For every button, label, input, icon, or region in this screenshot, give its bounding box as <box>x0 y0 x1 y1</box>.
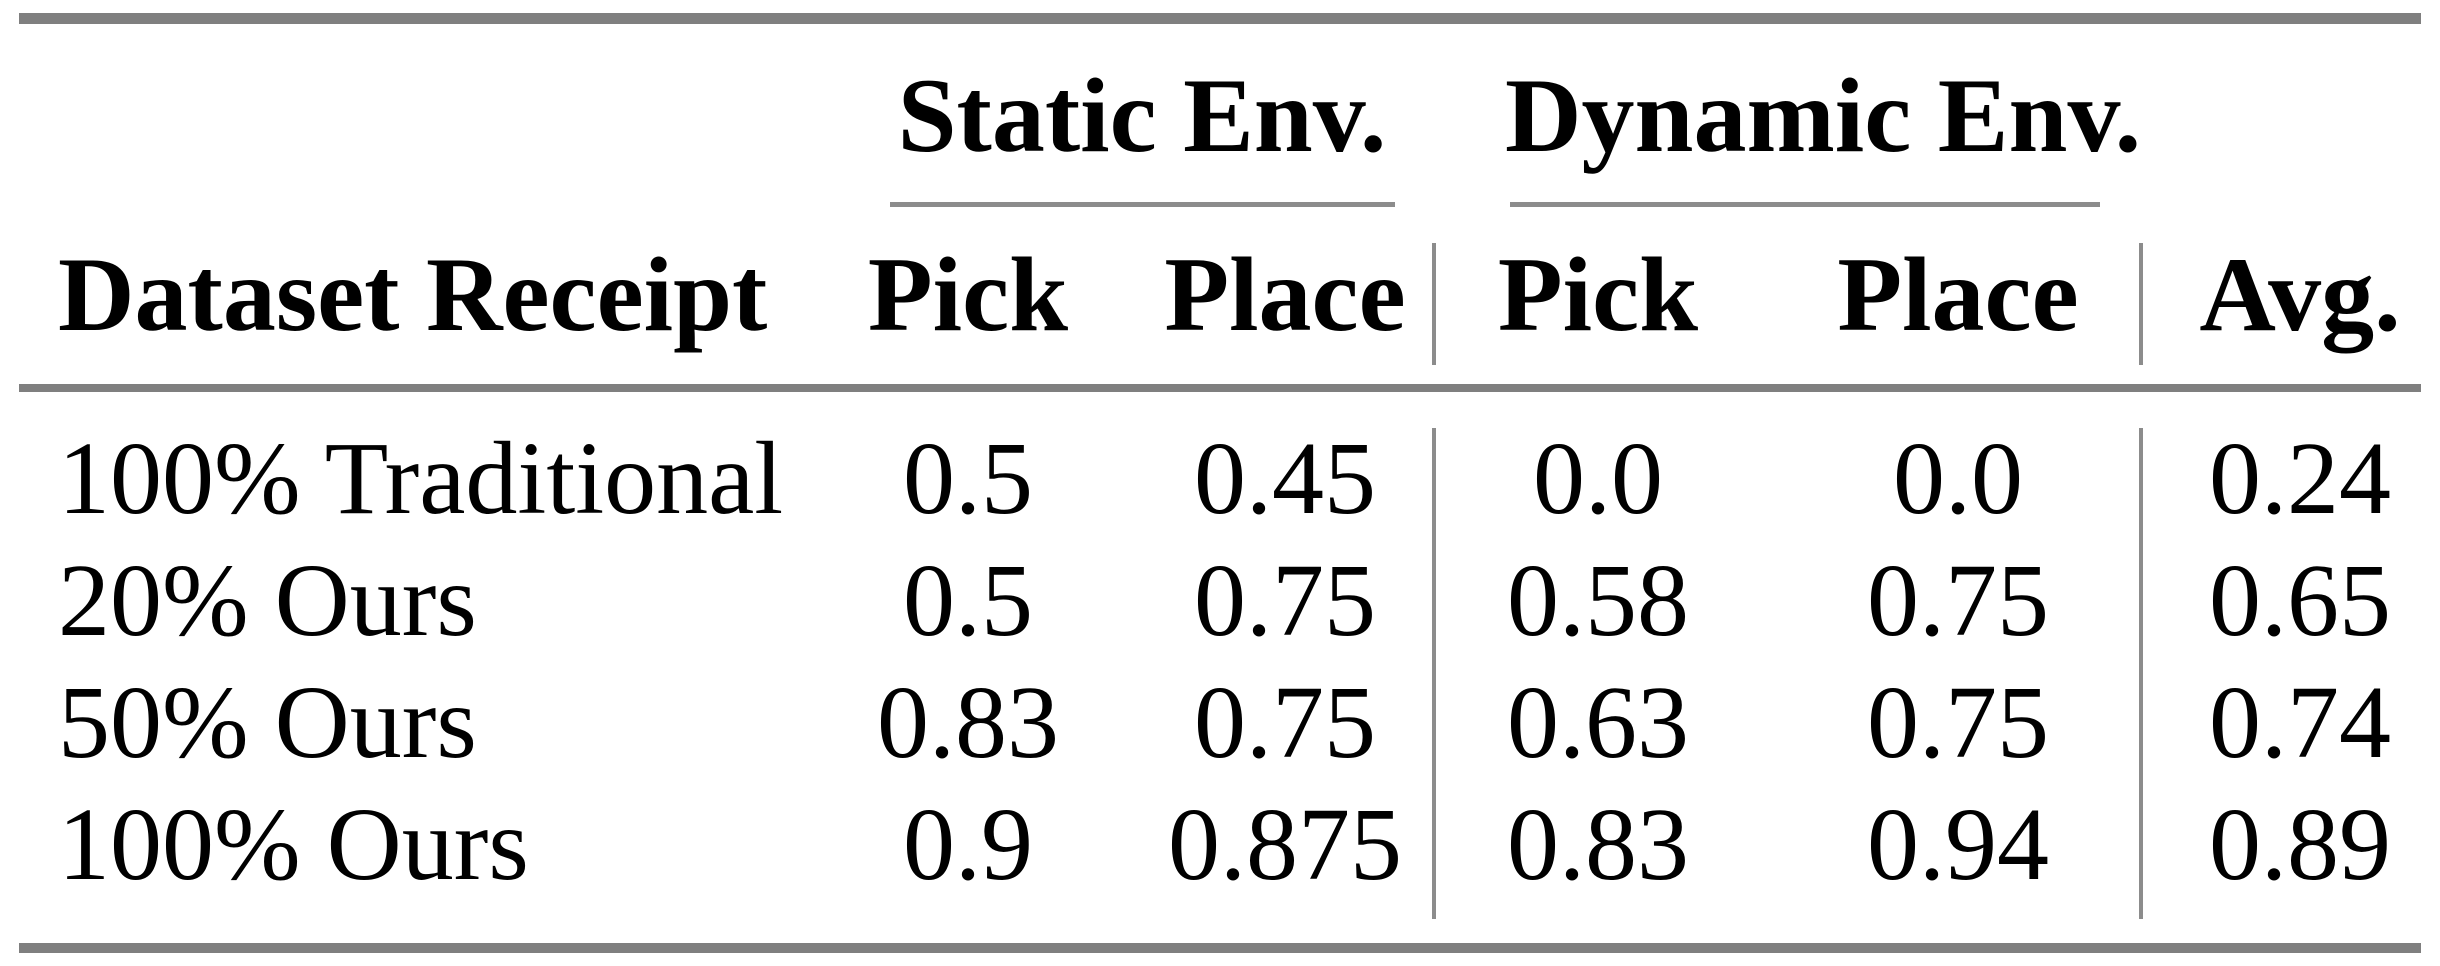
static-env-cmidrule <box>890 202 1395 207</box>
cell-dynamic-place: 0.0 <box>1893 421 2023 536</box>
cell-avg: 0.89 <box>2209 787 2391 902</box>
column-group-static-env: Static Env. <box>897 57 1387 174</box>
table-row: 20% Ours 0.5 0.75 0.58 0.75 0.65 <box>0 540 2440 662</box>
cell-dynamic-pick: 0.0 <box>1533 421 1663 536</box>
cell-avg: 0.74 <box>2209 665 2391 780</box>
column-group-dynamic-env: Dynamic Env. <box>1505 57 2142 174</box>
cell-static-pick: 0.9 <box>903 787 1033 902</box>
dynamic-env-cmidrule <box>1510 202 2100 207</box>
header-static-place: Place <box>1164 236 1406 353</box>
cell-static-pick: 0.5 <box>903 421 1033 536</box>
cell-avg: 0.65 <box>2209 543 2391 658</box>
vertical-separator-1-header <box>1432 243 1436 365</box>
row-label: 100% Ours <box>58 787 529 902</box>
cell-dynamic-place: 0.94 <box>1867 787 2049 902</box>
table-bottom-rule <box>19 943 2421 953</box>
cell-static-pick: 0.83 <box>877 665 1059 780</box>
header-dynamic-place: Place <box>1837 236 2079 353</box>
header-row: Dataset Receipt Pick Place Pick Place Av… <box>0 225 2440 365</box>
header-dataset-receipt: Dataset Receipt <box>58 236 768 353</box>
table-row: 100% Traditional 0.5 0.45 0.0 0.0 0.24 <box>0 418 2440 540</box>
table-row: 50% Ours 0.83 0.75 0.63 0.75 0.74 <box>0 662 2440 784</box>
cell-dynamic-place: 0.75 <box>1867 665 2049 780</box>
table-mid-rule <box>19 384 2421 392</box>
cell-static-place: 0.75 <box>1194 543 1376 658</box>
row-label: 100% Traditional <box>58 421 784 536</box>
row-label: 50% Ours <box>58 665 477 780</box>
row-label: 20% Ours <box>58 543 477 658</box>
header-dynamic-pick: Pick <box>1497 236 1699 353</box>
cell-static-place: 0.45 <box>1194 421 1376 536</box>
cell-static-place: 0.875 <box>1168 787 1402 902</box>
header-avg: Avg. <box>2199 236 2401 353</box>
table-top-rule <box>19 13 2421 24</box>
vertical-separator-1-body <box>1432 428 1436 919</box>
cell-dynamic-pick: 0.63 <box>1507 665 1689 780</box>
vertical-separator-2-body <box>2139 428 2143 919</box>
cell-dynamic-pick: 0.58 <box>1507 543 1689 658</box>
cell-avg: 0.24 <box>2209 421 2391 536</box>
cell-static-pick: 0.5 <box>903 543 1033 658</box>
vertical-separator-2-header <box>2139 243 2143 365</box>
cell-dynamic-place: 0.75 <box>1867 543 2049 658</box>
cell-static-place: 0.75 <box>1194 665 1376 780</box>
table-row: 100% Ours 0.9 0.875 0.83 0.94 0.89 <box>0 784 2440 906</box>
header-static-pick: Pick <box>867 236 1069 353</box>
cell-dynamic-pick: 0.83 <box>1507 787 1689 902</box>
